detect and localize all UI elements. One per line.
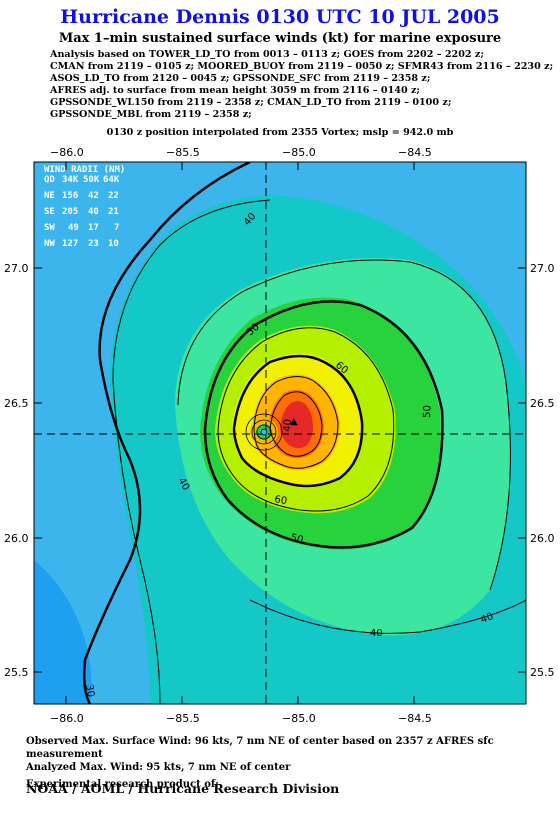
- wind-radii-col: 50K: [83, 175, 100, 185]
- lon-tick-label: −84.5: [398, 146, 432, 159]
- contour-60-line: [232, 354, 364, 488]
- lat-tick-label: 25.5: [530, 666, 555, 679]
- contour-lines: [82, 162, 526, 704]
- wind-radii-table: WIND RADII (NM) QD 34K 50K 64K NE 156 42…: [44, 165, 125, 249]
- footer-notes: Observed Max. Surface Wind: 96 kts, 7 nm…: [26, 735, 560, 791]
- wind-radii-col: QD: [44, 175, 55, 185]
- wind-field-fill: 40 50 60 40 50 60 50 40 40 30 40 ▲ WIND …: [34, 162, 526, 704]
- contour-label: 60: [273, 494, 287, 507]
- experimental-note: Experimental research product of:: [26, 779, 219, 790]
- contour-50-line: [203, 300, 444, 549]
- wind-radii-col: 64K: [103, 175, 120, 185]
- wind-90-plus-region: [280, 401, 313, 449]
- observed-max-wind: Observed Max. Surface Wind: 96 kts, 7 nm…: [26, 736, 494, 760]
- contour-eye-ring: [256, 424, 272, 440]
- contour-label: 30: [83, 684, 96, 698]
- analysis-line: GPSSONDE_MBL from 2119 – 2358 z;: [50, 109, 252, 121]
- contour-40-line: [112, 199, 271, 704]
- analysis-line: ASOS_LD_TO from 2120 – 0045 z; GPSSONDE_…: [50, 73, 431, 85]
- lon-tick-label: −86.0: [50, 146, 84, 159]
- max-wind-marker: ▲: [290, 416, 298, 427]
- lat-tick-label: 27.0: [530, 262, 555, 275]
- contour-label: 40: [370, 628, 383, 639]
- contour-70-line: [253, 376, 339, 469]
- lat-tick-label: 25.5: [4, 666, 29, 679]
- wind-radii-row: SW 49 17 7: [44, 223, 119, 233]
- lat-tick-label: 26.5: [530, 397, 555, 410]
- page-title: Hurricane Dennis 0130 UTC 10 JUL 2005: [60, 6, 500, 28]
- wind-radii-row: NE 156 42 22: [44, 191, 119, 201]
- contour-eye-ring: [260, 428, 268, 436]
- contour-eye-ring: [251, 419, 277, 445]
- center-crosshair: [34, 162, 526, 704]
- analysis-line: Analysis based on TOWER_LD_TO from 0013 …: [50, 49, 484, 60]
- latitude-labels-left: 27.0 26.5 26.0 25.5: [4, 262, 29, 679]
- lat-tick-label: 26.0: [4, 532, 29, 545]
- analyzed-max-wind: Analyzed Max. Wind: 95 kts, 7 nm NE of c…: [26, 762, 291, 773]
- position-note: 0130 z position interpolated from 2355 V…: [106, 127, 454, 138]
- lon-tick-label: −85.5: [166, 712, 200, 725]
- plot-frame: [33, 161, 527, 705]
- axis-ticks: [34, 162, 526, 704]
- wind-radii-header: WIND RADII (NM): [44, 165, 125, 175]
- wind-radii-col: 34K: [62, 175, 79, 185]
- contour-40-line-right: [249, 599, 526, 634]
- page-subtitle: Max 1–min sustained surface winds (kt) f…: [58, 31, 502, 46]
- analysis-line: CMAN from 2119 – 0105 z; MOORED_BUOY fro…: [50, 61, 554, 73]
- contour-label: 40: [282, 419, 294, 433]
- lat-tick-label: 26.5: [4, 397, 29, 410]
- contour-55-line: [217, 327, 395, 512]
- wind-radii-column-header: QD 34K 50K 64K: [44, 175, 120, 185]
- contour-label: 40: [479, 611, 495, 626]
- wind-radii-row: NW 127 23 10: [44, 239, 119, 249]
- latitude-labels-right: 27.0 26.5 26.0 25.5: [530, 262, 555, 679]
- analysis-line: AFRES adj. to surface from mean height 3…: [50, 85, 420, 97]
- contour-eye-ring: [245, 413, 283, 451]
- wind-below-35-region: [34, 560, 92, 704]
- organization-name: NOAA / AOML / Hurricane Research Divisio…: [26, 781, 340, 796]
- lon-tick-label: −86.0: [50, 712, 84, 725]
- lat-tick-label: 26.0: [530, 532, 555, 545]
- lon-tick-label: −85.0: [282, 712, 316, 725]
- lon-tick-label: −84.5: [398, 712, 432, 725]
- longitude-labels-top: −86.0 −85.5 −85.0 −84.5: [50, 146, 432, 159]
- contour-label: 50: [289, 532, 304, 546]
- contour-30-line: [82, 162, 251, 704]
- lon-tick-label: −85.0: [282, 146, 316, 159]
- lon-tick-label: −85.5: [166, 146, 200, 159]
- contour-label: 50: [422, 405, 433, 418]
- longitude-labels-bottom: −86.0 −85.5 −85.0 −84.5: [50, 712, 432, 725]
- analysis-line: GPSSONDE_WL150 from 2119 – 2358 z; CMAN_…: [50, 97, 452, 109]
- analysis-sources: Analysis based on TOWER_LD_TO from 0013 …: [50, 49, 554, 122]
- lat-tick-label: 27.0: [4, 262, 29, 275]
- contour-80-line: [269, 391, 323, 457]
- wind-radii-row: SE 205 40 21: [44, 207, 119, 217]
- contour-45-line: [177, 259, 511, 591]
